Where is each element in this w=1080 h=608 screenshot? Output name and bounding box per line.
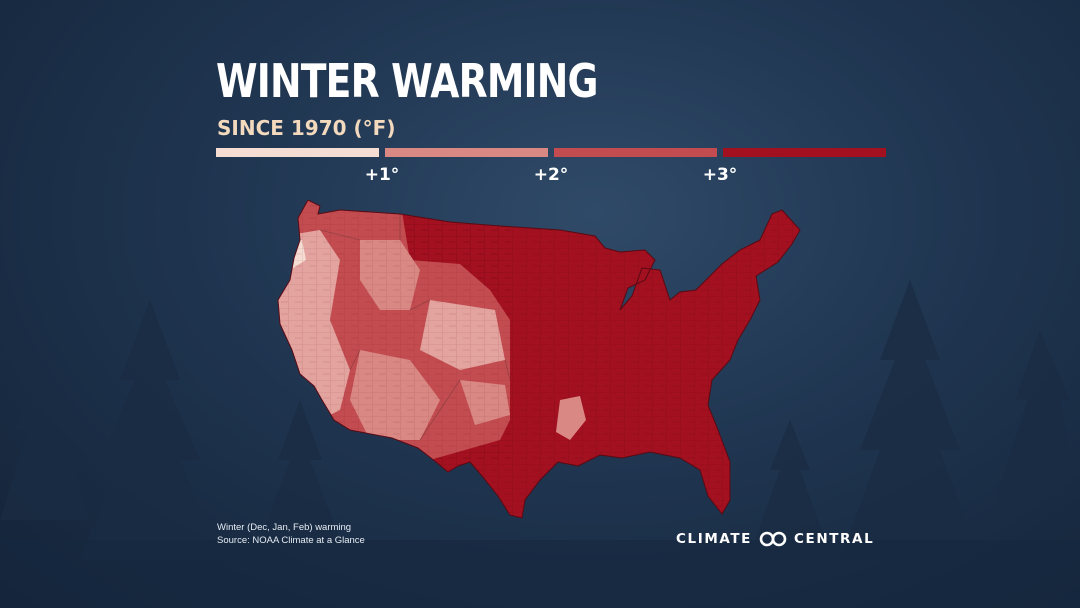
legend-bin-4	[723, 148, 886, 157]
legend-bin-1	[216, 148, 379, 157]
page-subtitle: SINCE 1970 (°F)	[217, 116, 396, 140]
page-title: WINTER WARMING	[216, 54, 598, 108]
logo-word-left: CLIMATE	[676, 531, 752, 547]
footnote: Winter (Dec, Jan, Feb) warming Source: N…	[217, 521, 365, 547]
us-warming-map	[277, 200, 801, 519]
footnote-line-1: Winter (Dec, Jan, Feb) warming	[217, 522, 352, 533]
map-delta-region	[556, 396, 586, 440]
legend-bin-3	[554, 148, 717, 157]
color-legend: +1° +2° +3°	[216, 148, 888, 194]
logo-word-right: CENTRAL	[794, 531, 875, 547]
legend-tick-3: +3°	[702, 165, 738, 185]
legend-bin-2	[385, 148, 548, 157]
footnote-line-2: Source: NOAA Climate at a Glance	[217, 535, 365, 546]
infinity-icon	[759, 531, 787, 547]
legend-tick-1: +1°	[364, 165, 400, 185]
climate-central-logo: CLIMATE CENTRAL	[676, 529, 874, 549]
legend-tick-2: +2°	[533, 165, 569, 185]
